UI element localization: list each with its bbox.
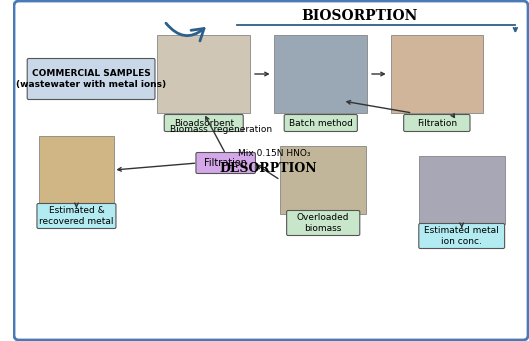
FancyBboxPatch shape [158, 35, 250, 113]
FancyBboxPatch shape [280, 146, 366, 214]
Text: Estimated &
recovered metal: Estimated & recovered metal [39, 206, 114, 226]
FancyBboxPatch shape [164, 115, 243, 132]
FancyBboxPatch shape [419, 156, 505, 224]
FancyBboxPatch shape [14, 1, 528, 340]
FancyBboxPatch shape [37, 204, 116, 228]
Text: Biomass  regeneration: Biomass regeneration [170, 124, 272, 133]
Text: Estimated metal
ion conc.: Estimated metal ion conc. [424, 226, 499, 246]
Text: Batch method: Batch method [289, 119, 353, 128]
Text: COMMERCIAL SAMPLES
(wastewater with metal ions): COMMERCIAL SAMPLES (wastewater with meta… [16, 69, 166, 89]
Text: Filtration: Filtration [204, 158, 247, 168]
FancyBboxPatch shape [404, 115, 470, 132]
FancyBboxPatch shape [27, 59, 155, 100]
FancyBboxPatch shape [419, 223, 505, 249]
Text: DESORPTION: DESORPTION [220, 162, 317, 175]
FancyBboxPatch shape [390, 35, 483, 113]
Text: Mix 0.15N HNO₃: Mix 0.15N HNO₃ [238, 148, 311, 158]
FancyBboxPatch shape [287, 210, 360, 236]
Text: Filtration: Filtration [417, 119, 457, 128]
FancyArrowPatch shape [166, 23, 204, 41]
Text: BIOSORPTION: BIOSORPTION [301, 9, 417, 23]
Text: Bioadsorbent: Bioadsorbent [174, 119, 234, 128]
FancyBboxPatch shape [284, 115, 358, 132]
FancyBboxPatch shape [196, 152, 256, 174]
FancyBboxPatch shape [275, 35, 367, 113]
Text: Overloaded
biomass: Overloaded biomass [297, 213, 350, 233]
FancyBboxPatch shape [39, 136, 114, 204]
